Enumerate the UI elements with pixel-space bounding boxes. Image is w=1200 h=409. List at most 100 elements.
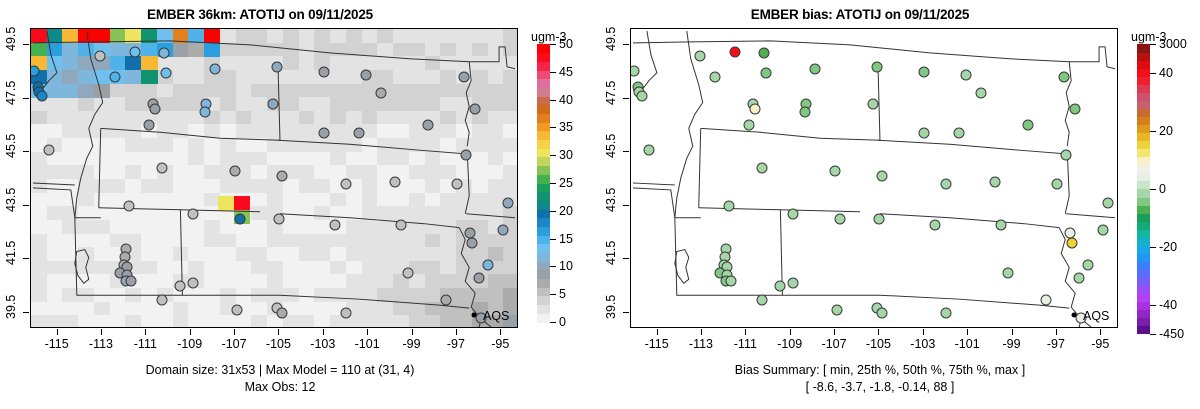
raster-cell [219, 219, 237, 235]
x-axis-label: -103 [910, 337, 936, 351]
raster-cell-highlight [31, 29, 48, 44]
colorbar-segment [537, 183, 550, 193]
raster-cell [156, 110, 174, 126]
raster-cell [345, 83, 363, 98]
raster-cell [235, 110, 252, 126]
raster-cell [408, 151, 426, 166]
raster-cell [219, 97, 237, 112]
raster-cell [219, 247, 237, 262]
x-axis-label: -107 [221, 337, 247, 351]
raster-cell [503, 260, 517, 276]
raster-cell [487, 151, 504, 166]
raster-cell [267, 247, 284, 262]
raster-cell [361, 192, 378, 207]
right-panel-title: EMBER bias: ATOTIJ on 09/11/2025 [750, 7, 970, 22]
colorbar-label: 3000 [1159, 37, 1187, 51]
colorbar-segment [537, 78, 550, 88]
raster-cell [487, 138, 504, 153]
raster-cell [471, 124, 489, 139]
colorbar-segment [1137, 277, 1150, 287]
site-marker-model [231, 304, 243, 316]
site-marker-bias [729, 46, 741, 58]
raster-cell [125, 151, 142, 166]
raster-cell [424, 151, 441, 166]
raster-cell [78, 219, 95, 235]
raster-cell [408, 83, 426, 98]
site-marker-model [156, 162, 168, 174]
raster-cell [93, 315, 111, 327]
site-marker-model [475, 312, 487, 324]
raster-cell [78, 315, 95, 327]
raster-cell [251, 260, 268, 276]
raster-cell [487, 288, 504, 303]
raster-cell [62, 124, 79, 139]
raster-cell [204, 274, 221, 289]
raster-cell [456, 206, 473, 221]
raster-cell [314, 288, 331, 303]
raster-cell [298, 42, 315, 57]
site-marker-bias [758, 47, 770, 59]
site-marker-bias [1082, 259, 1094, 271]
raster-cell [141, 165, 158, 180]
site-marker-bias [940, 178, 952, 190]
raster-cell-highlight [78, 56, 95, 71]
colorbar-segment [537, 243, 550, 253]
x-axis-label: -97 [1046, 337, 1065, 351]
raster-cell [377, 233, 394, 248]
raster-cell [345, 260, 363, 276]
raster-cell [471, 219, 489, 235]
site-marker-model [149, 103, 161, 115]
raster-cell [219, 274, 237, 289]
raster-cell-highlight [78, 69, 95, 85]
raster-cell [156, 192, 174, 207]
raster-cell [235, 29, 252, 44]
raster-cell [282, 124, 300, 139]
raster-cell [46, 233, 64, 248]
raster-cell [125, 110, 142, 126]
raster-cell [62, 288, 79, 303]
raster-cell [31, 179, 48, 194]
x-axis-tick [411, 329, 413, 335]
raster-cell [235, 315, 252, 327]
raster-cell [503, 151, 517, 166]
raster-cell [219, 151, 237, 166]
raster-cell [377, 69, 394, 85]
raster-cell [440, 56, 457, 71]
site-marker-model [209, 63, 221, 75]
raster-cell [424, 83, 441, 98]
colorbar-segment [537, 139, 550, 149]
colorbar-segment [1137, 60, 1150, 69]
y-axis-tick [623, 311, 629, 313]
raster-cell [314, 110, 331, 126]
raster-cell [377, 124, 394, 139]
raster-cell [172, 192, 189, 207]
raster-cell [298, 69, 315, 85]
raster-cell [361, 219, 378, 235]
raster-cell [377, 247, 394, 262]
colorbar-segment [1137, 261, 1150, 271]
raster-cell [204, 315, 221, 327]
raster-cell [46, 219, 64, 235]
raster-cell [345, 247, 363, 262]
raster-cell [298, 247, 315, 262]
raster-cell [125, 165, 142, 180]
raster-cell [487, 97, 504, 112]
raster-cell [125, 138, 142, 153]
colorbar-segment [1137, 132, 1150, 142]
raster-cell [109, 97, 127, 112]
site-marker-bias [1022, 119, 1034, 131]
raster-cell [393, 97, 410, 112]
raster-cell [361, 288, 378, 303]
raster-cell [109, 110, 127, 126]
raster-cell [251, 274, 268, 289]
raster-cell [503, 69, 517, 85]
raster-cell [440, 110, 457, 126]
colorbar-tick [1150, 247, 1156, 248]
raster-cell [408, 315, 426, 327]
raster-cell [31, 315, 48, 327]
raster-cell [377, 165, 394, 180]
raster-cell-max [218, 196, 235, 211]
colorbar-segment [1137, 108, 1150, 117]
colorbar-tick [550, 210, 556, 212]
